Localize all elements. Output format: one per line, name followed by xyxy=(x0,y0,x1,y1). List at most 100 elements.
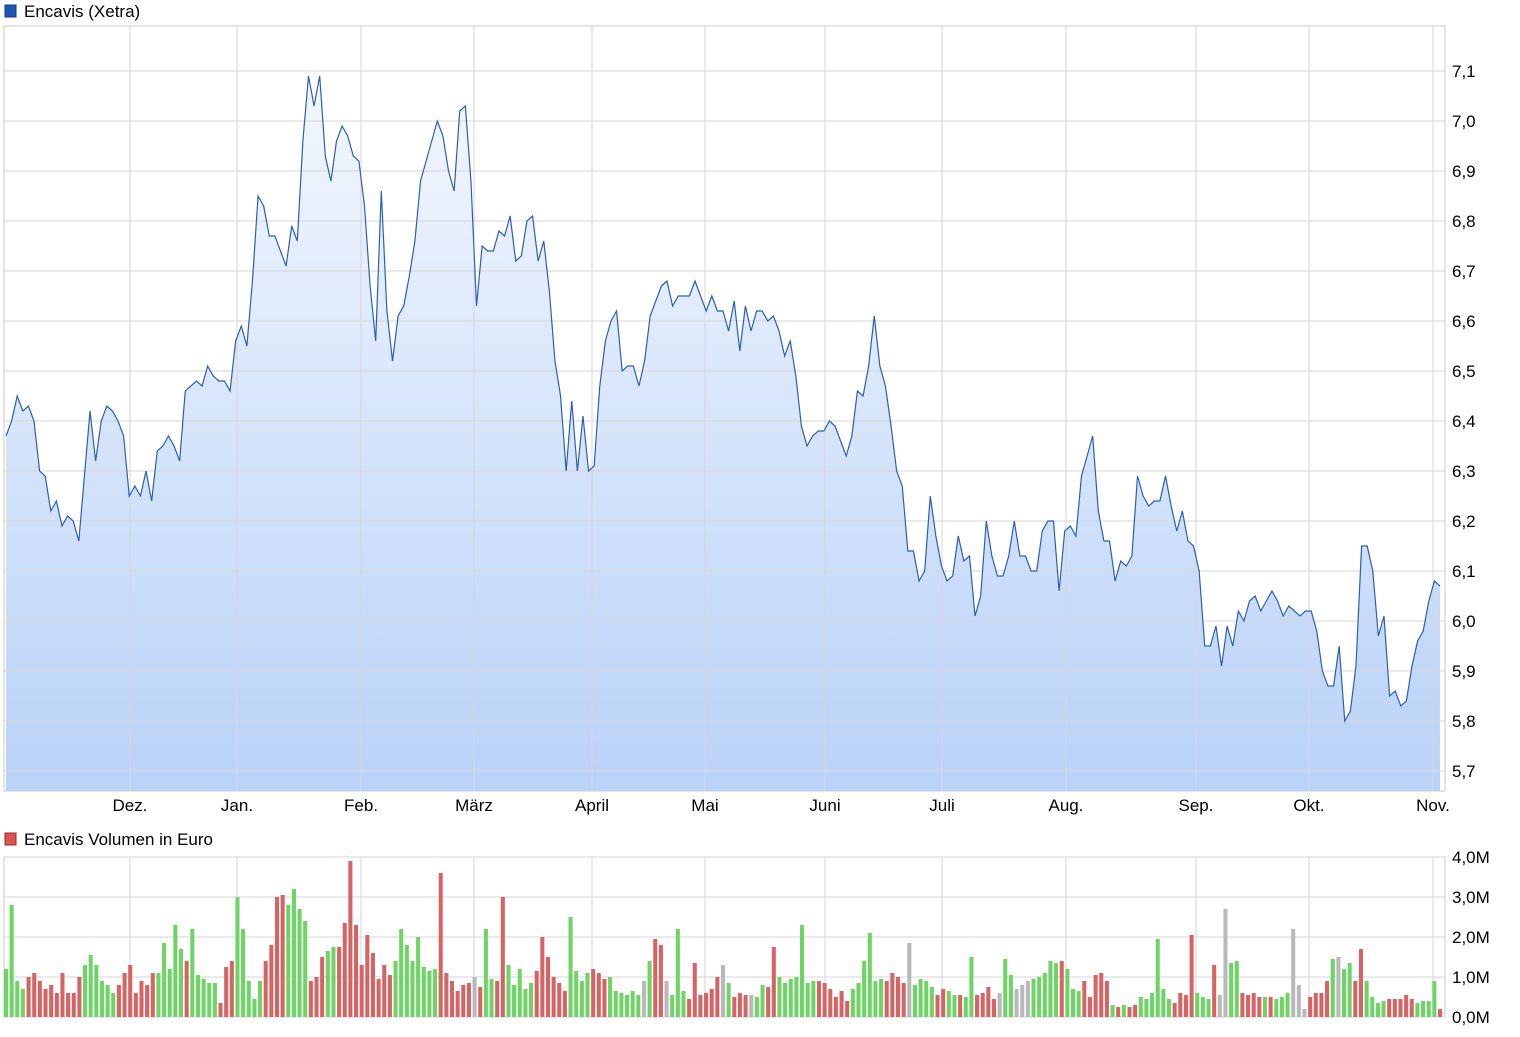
volume-bar xyxy=(1008,975,1013,1017)
volume-bar xyxy=(116,985,121,1017)
volume-bar xyxy=(579,981,584,1017)
volume-bar xyxy=(365,935,370,1017)
volume-bar xyxy=(613,991,618,1017)
volume-bar xyxy=(1234,961,1239,1017)
volume-legend-label: Encavis Volumen in Euro xyxy=(24,830,213,849)
volume-bar xyxy=(1223,909,1228,1017)
volume-bar xyxy=(1042,973,1047,1017)
volume-bar xyxy=(596,973,601,1017)
volume-bar xyxy=(9,905,14,1017)
volume-bar xyxy=(512,985,517,1017)
volume-bar xyxy=(32,973,37,1017)
price-x-tick-label: Mai xyxy=(691,796,718,815)
volume-y-tick-label: 0,0M xyxy=(1452,1008,1490,1027)
volume-bar xyxy=(1336,957,1341,1017)
volume-bar xyxy=(489,979,494,1017)
volume-bar xyxy=(325,951,330,1017)
volume-bar xyxy=(3,969,9,1017)
volume-bar xyxy=(1404,995,1409,1017)
volume-bar xyxy=(924,981,929,1017)
volume-bar xyxy=(218,1003,223,1017)
volume-bar xyxy=(805,983,810,1017)
price-chart: 5,7 5,8 5,9 6,0 6,1 6,2 6,3 6,4 6,5 6,6 6,7 6,8 6,9 7… xyxy=(3,2,1476,815)
volume-bar xyxy=(574,971,579,1017)
volume-bar xyxy=(1381,1001,1386,1017)
volume-bar xyxy=(229,961,234,1017)
volume-bar xyxy=(1229,963,1234,1017)
volume-bar xyxy=(1364,981,1369,1017)
volume-bar xyxy=(337,947,342,1017)
volume-bar xyxy=(308,981,313,1017)
volume-bar xyxy=(1116,1007,1121,1017)
volume-bar xyxy=(54,993,59,1017)
volume-bar xyxy=(370,953,375,1017)
volume-bar xyxy=(1347,963,1352,1017)
price-y-tick-label: 6,4 xyxy=(1452,412,1476,431)
volume-bar xyxy=(455,991,460,1017)
volume-bar xyxy=(794,977,799,1017)
price-x-tick-label: Sep. xyxy=(1179,796,1214,815)
volume-bar xyxy=(320,957,325,1017)
volume-bar xyxy=(754,997,759,1017)
volume-bar xyxy=(1138,997,1143,1017)
volume-bar xyxy=(1054,963,1059,1017)
volume-bar xyxy=(969,957,974,1017)
volume-bar xyxy=(1240,993,1245,1017)
volume-bar xyxy=(975,995,980,1017)
volume-bar xyxy=(591,969,596,1017)
volume-bar xyxy=(212,983,217,1017)
volume-bar xyxy=(1200,997,1205,1017)
volume-bar xyxy=(139,981,144,1017)
volume-bar xyxy=(670,995,675,1017)
volume-bar xyxy=(421,967,426,1017)
volume-bar xyxy=(506,965,511,1017)
volume-bar xyxy=(1150,993,1155,1017)
volume-bar xyxy=(449,981,455,1017)
volume-bar xyxy=(1426,1001,1431,1017)
volume-bar xyxy=(1212,965,1217,1017)
price-y-tick-label: 6,8 xyxy=(1452,212,1476,231)
volume-bar xyxy=(235,897,240,1017)
volume-bar xyxy=(1121,1005,1126,1017)
volume-bar xyxy=(1268,997,1273,1017)
volume-bar xyxy=(1398,999,1403,1017)
volume-bar xyxy=(534,971,539,1017)
volume-bar xyxy=(1257,997,1262,1017)
volume-bar xyxy=(873,981,878,1017)
volume-bar xyxy=(1065,969,1070,1017)
volume-bar xyxy=(88,955,93,1017)
price-x-tick-label: Okt. xyxy=(1293,796,1324,815)
volume-bar xyxy=(1093,975,1098,1017)
volume-bar xyxy=(828,989,833,1017)
volume-bar xyxy=(178,949,184,1017)
volume-bar xyxy=(517,969,522,1017)
volume-bar xyxy=(562,991,567,1017)
volume-bar xyxy=(845,1001,850,1017)
volume-bar xyxy=(1037,977,1042,1017)
volume-bar xyxy=(393,961,398,1017)
volume-bar xyxy=(1082,981,1087,1017)
volume-bar xyxy=(224,967,229,1017)
price-y-tick-label: 6,3 xyxy=(1452,462,1476,481)
volume-bar xyxy=(901,983,906,1017)
volume-bar xyxy=(749,995,754,1017)
volume-bar xyxy=(1003,959,1008,1017)
price-y-tick-label: 6,9 xyxy=(1452,162,1476,181)
price-y-tick-label: 6,7 xyxy=(1452,262,1476,281)
volume-bar xyxy=(1110,1005,1115,1017)
volume-bar xyxy=(811,981,816,1017)
volume-bar xyxy=(715,977,720,1017)
volume-bar xyxy=(77,977,82,1017)
volume-y-tick-label: 4,0M xyxy=(1452,848,1490,867)
volume-bar xyxy=(698,995,703,1017)
volume-bar xyxy=(545,957,551,1017)
volume-bar xyxy=(478,987,483,1017)
volume-bar xyxy=(1076,991,1081,1017)
volume-bar xyxy=(43,989,48,1017)
volume-bar xyxy=(444,973,449,1017)
volume-bar xyxy=(1099,973,1104,1017)
volume-bar xyxy=(133,993,138,1017)
volume-bar xyxy=(822,983,827,1017)
volume-bar xyxy=(26,977,31,1017)
volume-bar xyxy=(986,987,991,1017)
